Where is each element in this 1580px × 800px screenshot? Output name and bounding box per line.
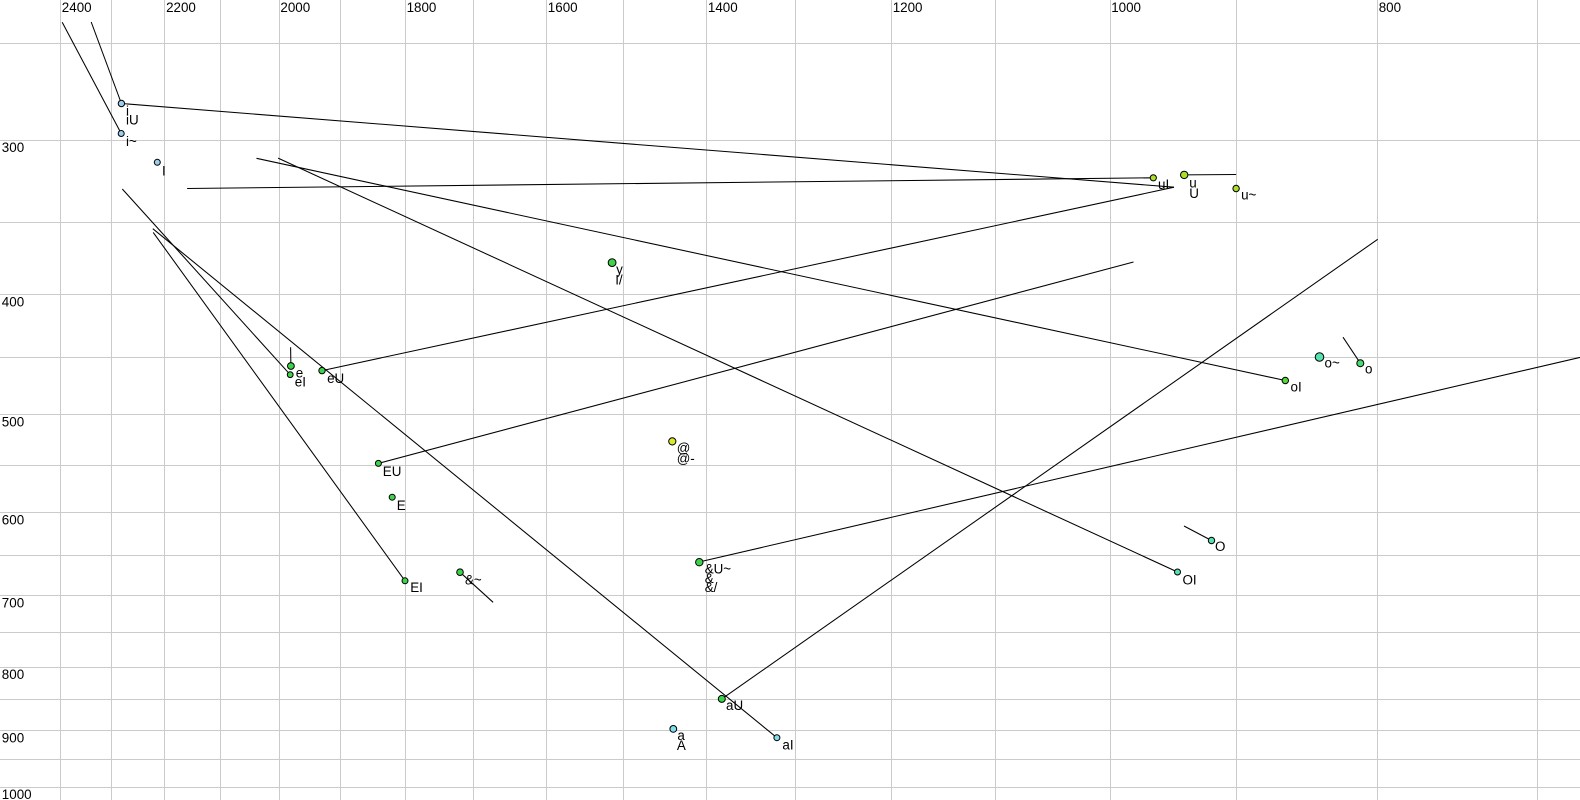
svg-text:900: 900	[2, 730, 24, 745]
svg-text:I: I	[162, 164, 166, 179]
svg-text:u: u	[1189, 175, 1196, 190]
svg-text:1600: 1600	[548, 0, 578, 15]
svg-text:e: e	[296, 365, 303, 380]
svg-text:1200: 1200	[893, 0, 923, 15]
svg-text:700: 700	[2, 595, 24, 610]
svg-text:uI: uI	[1158, 177, 1169, 192]
svg-text:@-: @-	[677, 451, 695, 466]
svg-text:&U~: &U~	[705, 561, 732, 576]
svg-text:E: E	[397, 498, 406, 513]
svg-text:300: 300	[2, 140, 24, 155]
svg-text:a: a	[677, 728, 685, 743]
svg-text:EU: EU	[383, 464, 402, 479]
svg-text:2400: 2400	[62, 0, 92, 15]
svg-text:y: y	[616, 262, 623, 277]
svg-text:OI: OI	[1183, 572, 1197, 587]
svg-text:&: &	[705, 571, 714, 586]
svg-text:oI: oI	[1291, 380, 1302, 395]
svg-text:i~: i~	[126, 134, 137, 149]
svg-text:2000: 2000	[280, 0, 310, 15]
svg-text:&~: &~	[465, 573, 482, 588]
svg-text:400: 400	[2, 295, 24, 310]
svg-text:1400: 1400	[708, 0, 738, 15]
svg-text:A: A	[677, 738, 686, 753]
svg-text:600: 600	[2, 512, 24, 527]
svg-text:500: 500	[2, 415, 24, 430]
svg-text:2200: 2200	[166, 0, 196, 15]
svg-text:U: U	[1189, 186, 1199, 201]
svg-text:aU: aU	[726, 698, 743, 713]
svg-text:iU: iU	[126, 112, 139, 127]
svg-text:aI: aI	[782, 738, 793, 753]
svg-text:EI: EI	[410, 580, 423, 595]
svg-text:&/: &/	[705, 580, 718, 595]
svg-text:1000: 1000	[2, 787, 32, 800]
svg-text:o: o	[1365, 361, 1372, 376]
svg-text:eI: eI	[295, 374, 306, 389]
svg-text:800: 800	[2, 667, 24, 682]
svg-text:i: i	[126, 103, 129, 118]
svg-text:eU: eU	[327, 371, 344, 386]
svg-text:1800: 1800	[407, 0, 437, 15]
svg-text:u~: u~	[1241, 187, 1256, 202]
svg-text:@: @	[677, 441, 691, 456]
svg-text:O: O	[1215, 539, 1225, 554]
svg-text:800: 800	[1379, 0, 1401, 15]
svg-text:I/: I/	[615, 273, 623, 288]
svg-text:1000: 1000	[1111, 0, 1141, 15]
svg-text:o~: o~	[1325, 355, 1340, 370]
